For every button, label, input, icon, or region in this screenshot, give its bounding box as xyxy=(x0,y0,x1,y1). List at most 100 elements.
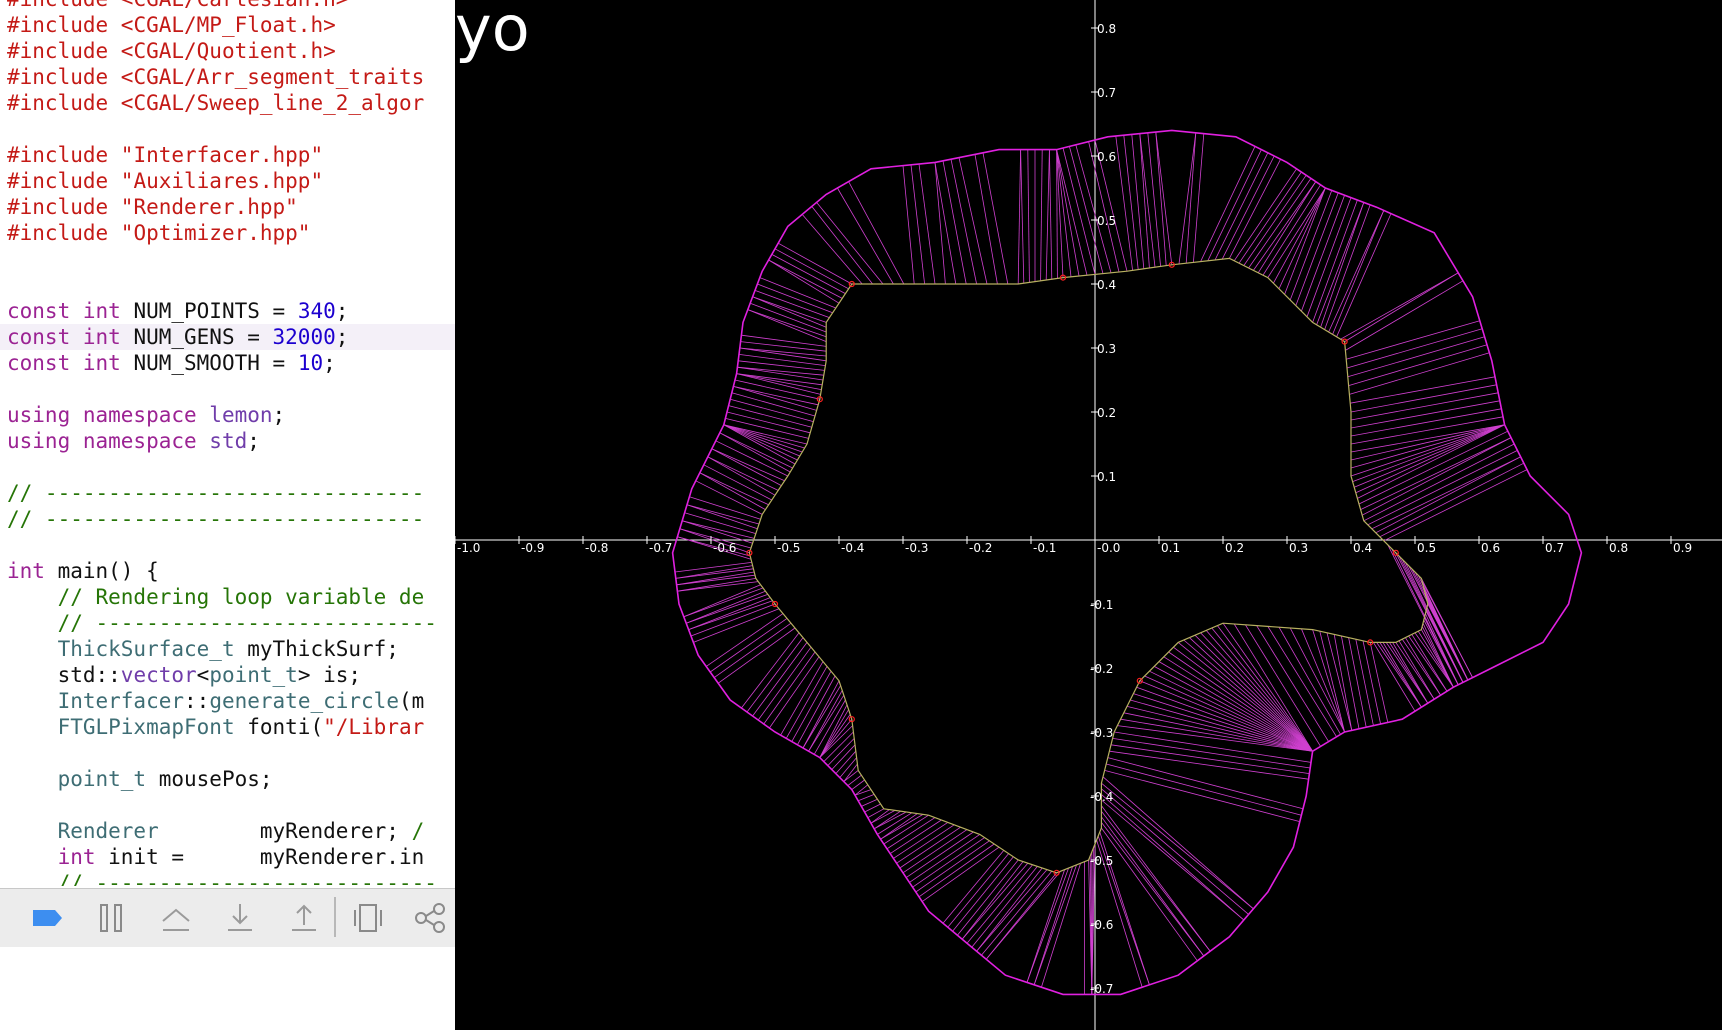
opengl-viewport[interactable]: -1.0 -0.9 -0.8 -0.7 -0.6 -0.5 -0.4 -0.3 -0.2 -0.1… xyxy=(455,0,1722,1030)
code-token: #include xyxy=(7,39,121,63)
surface-spoke xyxy=(1026,867,1069,983)
surface-spoke xyxy=(1245,624,1321,747)
surface-spoke xyxy=(819,725,853,758)
code-token: #include xyxy=(7,169,121,193)
step-over-icon[interactable] xyxy=(158,901,194,935)
code-line[interactable]: ThickSurface_t myThickSurf; xyxy=(7,636,399,662)
code-editor[interactable]: #include <CGAL/Cartesian.h>#include <CGA… xyxy=(0,0,455,1030)
code-line[interactable]: #include <CGAL/Sweep_line_2_algor xyxy=(7,90,424,116)
code-view[interactable]: #include <CGAL/Cartesian.h>#include <CGA… xyxy=(0,0,455,886)
code-line[interactable]: int main() { xyxy=(7,558,159,584)
surface-spoke xyxy=(736,373,821,395)
code-token: point_t xyxy=(209,663,298,687)
code-line[interactable]: // --------------------------- xyxy=(7,870,437,886)
surface-spoke xyxy=(1316,202,1365,325)
surface-spoke xyxy=(843,763,858,782)
surface-spoke xyxy=(715,440,788,477)
surface-spoke xyxy=(1262,184,1321,276)
x-tick-label: 0.9 xyxy=(1673,541,1692,555)
code-token: using xyxy=(7,403,83,427)
surface-spoke xyxy=(737,366,824,381)
surface-spoke xyxy=(728,405,812,428)
surface-spoke xyxy=(1177,642,1313,752)
code-token: NUM_POINTS = xyxy=(133,299,298,323)
surface-spoke xyxy=(985,872,1057,960)
y-tick-label: 0.5 xyxy=(1097,214,1116,228)
code-token xyxy=(7,715,58,739)
surface-spoke xyxy=(942,850,1005,924)
code-token: (m xyxy=(398,689,425,713)
code-line[interactable]: // Rendering loop variable de xyxy=(7,584,425,610)
surface-spoke xyxy=(754,290,830,318)
breakpoints-toggle-icon[interactable] xyxy=(30,901,66,935)
code-line[interactable]: using namespace lemon; xyxy=(7,402,285,428)
collision-marker xyxy=(771,600,779,608)
step-into-icon[interactable] xyxy=(222,901,258,935)
code-line[interactable]: int init = myRenderer.in xyxy=(7,844,425,870)
surface-spoke xyxy=(1306,197,1352,317)
code-line[interactable]: #include "Renderer.hpp" xyxy=(7,194,298,220)
surface-spoke xyxy=(880,813,918,840)
code-line[interactable]: std::vector<point_t> is; xyxy=(7,662,361,688)
code-token: int xyxy=(7,559,58,583)
surface-spoke xyxy=(1147,132,1161,267)
surface-spoke xyxy=(1115,135,1133,271)
surface-spoke xyxy=(1414,632,1454,688)
surface-spoke xyxy=(768,259,840,304)
surface-spoke xyxy=(674,562,752,573)
view-debugger-icon[interactable] xyxy=(350,901,386,935)
code-line[interactable]: const int NUM_GENS = 32000; xyxy=(0,324,455,350)
surface-spoke xyxy=(791,671,832,742)
code-line[interactable]: // ------------------------------ xyxy=(7,480,424,506)
code-line[interactable]: Interfacer::generate_circle(m xyxy=(7,688,425,714)
memory-graph-icon[interactable] xyxy=(412,901,448,935)
surface-spoke xyxy=(1183,639,1313,752)
surface-spoke xyxy=(1346,328,1483,369)
surface-spoke xyxy=(1168,651,1313,752)
code-line[interactable]: #include <CGAL/Quotient.h> xyxy=(7,38,336,64)
surface-spoke xyxy=(870,810,896,824)
surface-spoke xyxy=(1149,670,1313,752)
x-tick-label: 0.3 xyxy=(1289,541,1308,555)
surface-spoke xyxy=(905,831,974,878)
code-line[interactable]: #include "Optimizer.hpp" xyxy=(7,220,310,246)
code-line[interactable]: Renderer myRenderer; / xyxy=(7,818,425,844)
surface-spoke xyxy=(1158,661,1313,752)
surface-spoke xyxy=(802,685,841,749)
code-line[interactable]: // ------------------------------ xyxy=(7,506,424,532)
surface-spoke xyxy=(1253,181,1317,271)
surface-spoke xyxy=(713,622,792,678)
code-line[interactable]: #include <CGAL/Arr_segment_traits xyxy=(7,64,424,90)
surface-spoke xyxy=(1350,408,1502,437)
surface-spoke xyxy=(1362,640,1381,725)
surface-spoke xyxy=(1278,627,1341,735)
code-line[interactable]: FTGLPixmapFont fonti("/Librar xyxy=(7,714,425,740)
code-token: // --------------------------- xyxy=(7,611,437,635)
step-out-icon[interactable] xyxy=(286,901,322,935)
code-line[interactable]: #include <CGAL/Cartesian.h> xyxy=(7,0,348,12)
code-token: lemon xyxy=(209,403,273,427)
surface-spoke xyxy=(1382,642,1422,708)
code-line[interactable]: using namespace std; xyxy=(7,428,260,454)
surface-spoke xyxy=(1350,416,1504,445)
code-line[interactable]: const int NUM_POINTS = 340; xyxy=(7,298,348,324)
code-line[interactable]: point_t mousePos; xyxy=(7,766,273,792)
pause-icon[interactable] xyxy=(94,901,130,935)
code-token: "Interfacer.hpp" xyxy=(120,143,324,167)
code-token: > is; xyxy=(297,663,362,687)
surface-spoke xyxy=(733,386,819,406)
surface-spoke xyxy=(683,587,764,618)
surface-spoke xyxy=(889,819,942,854)
surface-spoke xyxy=(707,456,776,496)
surface-spoke xyxy=(974,154,998,285)
surface-spoke xyxy=(1423,619,1459,685)
code-line[interactable]: #include <CGAL/MP_Float.h> xyxy=(7,12,336,38)
code-token xyxy=(7,637,58,661)
code-line[interactable]: const int NUM_SMOOTH = 10; xyxy=(7,350,336,376)
surface-spoke xyxy=(942,160,967,285)
x-tick-label: 0.7 xyxy=(1545,541,1564,555)
surface-spoke xyxy=(819,718,853,758)
code-line[interactable]: #include "Interfacer.hpp" xyxy=(7,142,323,168)
code-line[interactable]: #include "Auxiliares.hpp" xyxy=(7,168,323,194)
code-line[interactable]: // --------------------------- xyxy=(7,610,437,636)
